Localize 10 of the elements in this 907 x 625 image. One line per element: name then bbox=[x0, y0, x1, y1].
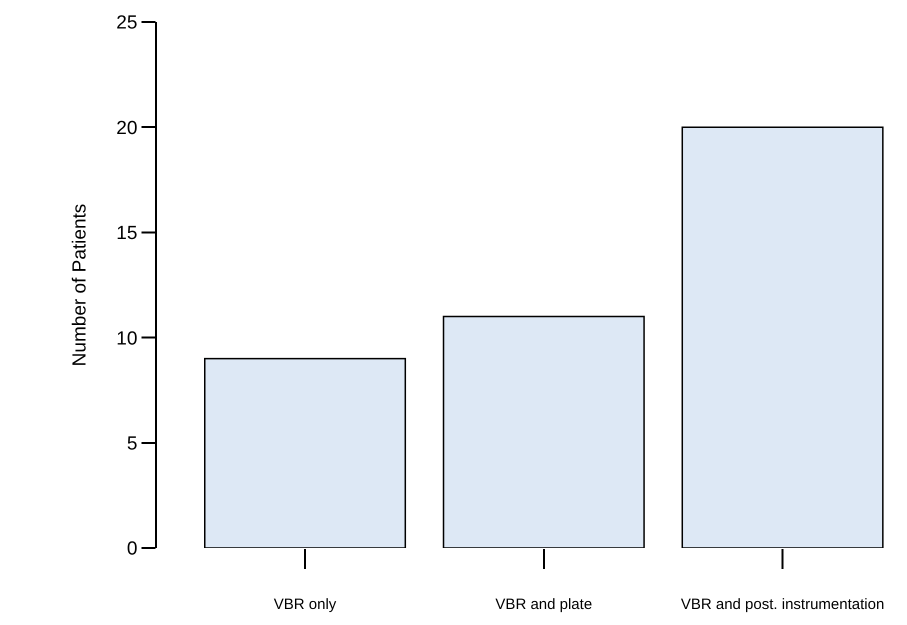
y-tick-label: 10 bbox=[116, 328, 138, 350]
y-tick-label: 15 bbox=[116, 223, 138, 244]
x-tick-label: VBR only bbox=[274, 596, 337, 613]
y-tick-label: 0 bbox=[126, 538, 138, 560]
x-tick-label: VBR and post. instrumentation bbox=[680, 596, 884, 613]
y-tick-label: 20 bbox=[116, 118, 138, 139]
x-tick-label: VBR and plate bbox=[495, 596, 592, 613]
y-tick-label: 5 bbox=[126, 433, 138, 454]
y-axis-title: Number of Patients bbox=[70, 204, 91, 366]
y-tick-label: 25 bbox=[116, 12, 138, 34]
